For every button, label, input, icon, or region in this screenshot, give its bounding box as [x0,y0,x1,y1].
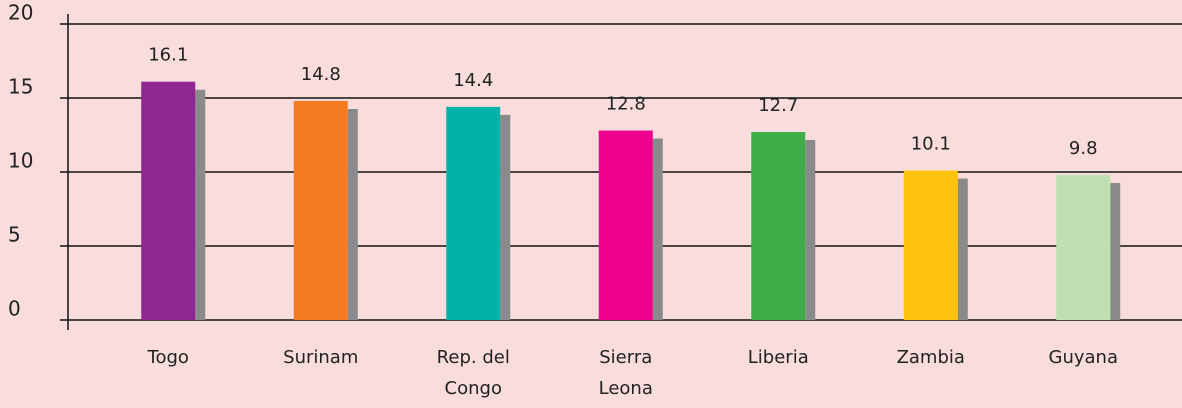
bar [598,130,653,320]
y-tick-label: 15 [8,75,33,99]
bar-shadow [347,108,358,321]
x-tick-label-line: Leona [599,378,653,399]
bar [751,132,806,320]
x-tick-label-line: Surinam [283,347,358,368]
x-tick-label-line: Rep. del [437,347,510,368]
x-tick-label: Sierra Leona [599,347,653,399]
y-tick-label: 20 [8,1,33,25]
x-tick-label-line: Congo [445,378,502,399]
x-tick-label: Liberia [748,347,809,368]
value-label: 14.4 [453,70,493,91]
value-label: 12.7 [758,95,798,116]
x-tick-label: Zambia [897,347,965,368]
value-label: 12.8 [606,94,646,115]
bar-shadow [957,178,968,320]
x-tick-label-line: Zambia [897,347,965,368]
y-tick-label: 0 [8,297,21,321]
x-tick-label-line: Sierra [599,347,652,368]
bar [141,81,196,320]
bar [903,170,958,320]
x-tick-label: Rep. del Congo [437,347,510,399]
y-tick-label: 5 [8,223,21,247]
x-tick-label-line: Togo [147,347,189,368]
y-tick-label: 10 [8,149,33,173]
bar-shadow [1110,182,1121,320]
x-tick-label: Surinam [283,347,358,368]
bar [293,100,348,321]
bar-shadow [500,114,511,320]
value-label: 10.1 [911,134,951,155]
value-label: 16.1 [148,45,188,66]
x-tick-label-line: Liberia [748,347,809,368]
bar [1056,174,1111,320]
bar [446,106,501,320]
value-label: 14.8 [301,64,341,85]
bar-shadow [805,140,816,320]
x-tick-label: Togo [147,347,189,368]
bar-shadow [652,138,663,320]
bar-shadow [195,89,206,320]
x-tick-label: Guyana [1049,347,1118,368]
value-label: 9.8 [1069,138,1098,159]
x-tick-label-line: Guyana [1049,347,1118,368]
